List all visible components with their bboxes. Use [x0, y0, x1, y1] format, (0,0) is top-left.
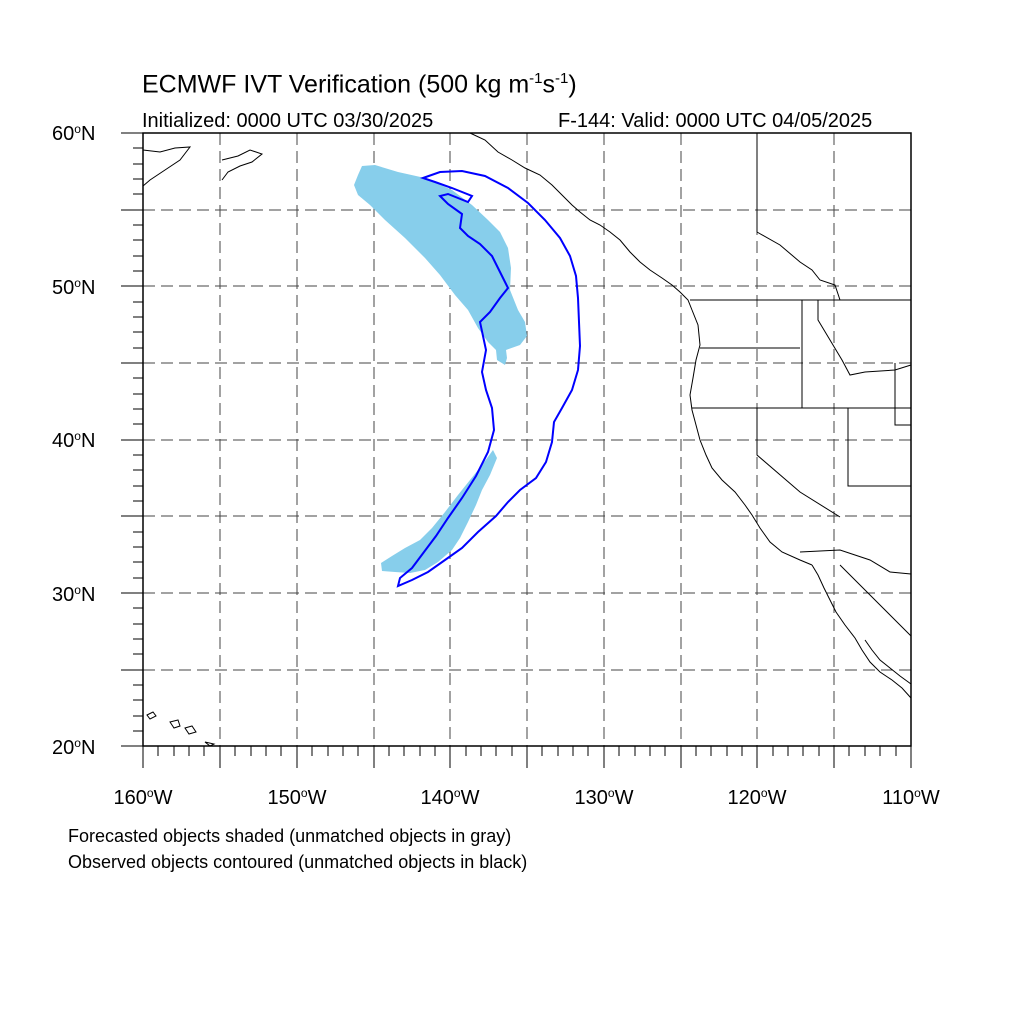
baja-coast — [811, 564, 912, 699]
state-borders — [690, 133, 912, 575]
lat-label-60n: 60oN — [52, 122, 96, 145]
observed-object-contour — [396, 169, 582, 588]
coastlines — [142, 132, 912, 699]
lat-label-50n: 50oN — [52, 276, 96, 299]
lon-label-150w: 150oW — [267, 786, 327, 809]
west-coast-us — [689, 309, 813, 566]
se-alaska-bc-coast — [469, 132, 693, 311]
lon-label-160w: 160oW — [113, 786, 173, 809]
initialized-time: Initialized: 0000 UTC 03/30/2025 — [142, 110, 434, 132]
gulf-of-california-coast — [839, 564, 912, 637]
lon-label-130w: 130oW — [574, 786, 634, 809]
lon-label-140w: 140oW — [420, 786, 480, 809]
alaska-coast — [142, 146, 192, 187]
lat-label-40n: 40oN — [52, 429, 96, 452]
note-forecast: Forecasted objects shaded (unmatched obj… — [68, 826, 512, 846]
forecast-object-south — [381, 450, 497, 573]
map-title: ECMWF IVT Verification (500 kg m-1s-1) — [142, 70, 577, 99]
tick-marks — [121, 132, 912, 768]
kenai-coast — [221, 149, 264, 181]
valid-time: F-144: Valid: 0000 UTC 04/05/2025 — [558, 110, 873, 132]
hawaii-islands — [146, 711, 216, 747]
lat-label-20n: 20oN — [52, 736, 96, 759]
forecast-object — [354, 165, 527, 573]
lat-label-30n: 30oN — [52, 583, 96, 606]
lon-label-110w: 110oW — [882, 786, 940, 809]
lon-label-120w: 120oW — [727, 786, 787, 809]
grid-lines — [143, 133, 911, 746]
minor-ticks — [133, 147, 897, 756]
note-observed: Observed objects contoured (unmatched ob… — [68, 852, 528, 872]
forecast-object-north — [354, 165, 527, 365]
mexico-mainland-coast — [864, 639, 912, 685]
